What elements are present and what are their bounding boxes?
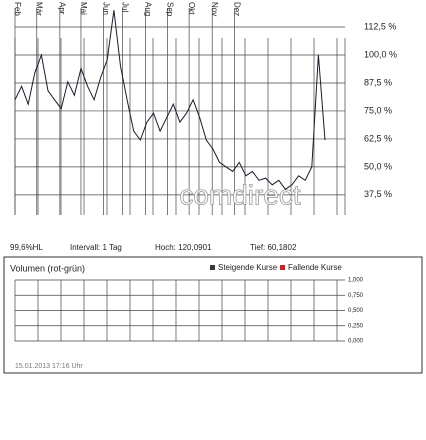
x-tick-label: Jun [101, 2, 110, 15]
legend-swatch [280, 265, 285, 270]
legend-label: Steigende Kurse [218, 263, 278, 272]
volume-title: Volumen (rot-grün) [10, 263, 85, 273]
volume-tick-label: 0,250 [348, 323, 364, 329]
footer-text: Hoch: 120,0901 [155, 243, 212, 252]
legend-label: Fallende Kurse [288, 263, 342, 272]
y-tick-label: 100,0 % [364, 49, 397, 59]
x-tick-label: Sep [165, 2, 174, 17]
x-tick-label: Okt [187, 2, 196, 15]
legend-swatch [210, 265, 215, 270]
y-tick-label: 50,0 % [364, 161, 392, 171]
volume-tick-label: 1,000 [348, 278, 364, 284]
x-tick-label: Mai [79, 2, 88, 15]
volume-box [3, 256, 423, 374]
footer-text: Tief: 60,1802 [250, 243, 297, 252]
y-tick-label: 87,5 % [364, 77, 392, 87]
volume-tick-label: 0,750 [348, 293, 364, 299]
x-tick-label: Dez [233, 2, 242, 16]
y-tick-label: 37,5 % [364, 189, 392, 199]
footer-text: Intervall: 1 Tag [70, 243, 122, 252]
y-tick-label: 75,0 % [364, 105, 392, 115]
x-tick-label: Feb [13, 2, 22, 16]
x-tick-label: Mär [35, 2, 44, 16]
watermark: comdirect [179, 179, 301, 210]
x-tick-label: Nov [210, 2, 219, 16]
y-tick-label: 112,5 % [364, 21, 396, 31]
x-tick-label: Apr [58, 2, 67, 15]
volume-tick-label: 0,000 [348, 339, 364, 345]
y-tick-label: 62,5 % [364, 133, 392, 143]
volume-tick-label: 0,500 [348, 308, 364, 314]
price-line [14, 10, 326, 190]
x-tick-label: Aug [143, 2, 152, 16]
timestamp: 15.01.2013 17:16 Uhr [15, 363, 83, 370]
x-tick-label: Jul [120, 2, 129, 12]
footer-text: 99,6%HL [10, 243, 43, 252]
